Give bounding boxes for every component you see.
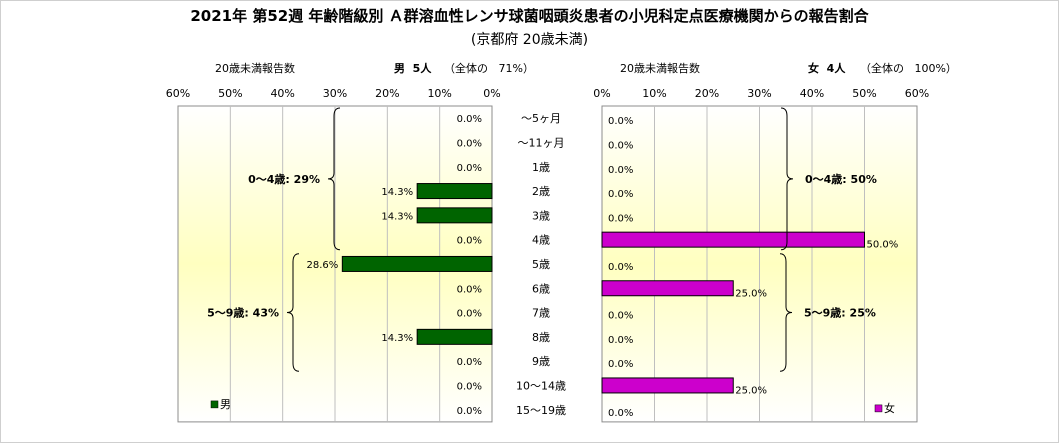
male-data-label: 0.0%	[457, 357, 482, 368]
female-data-label: 0.0%	[608, 165, 633, 176]
chart-subtitle: (京都府 20歳未満)	[470, 32, 589, 48]
female-legend-swatch	[874, 404, 883, 413]
age-category-label: 8歳	[532, 331, 550, 344]
age-category-label: 9歳	[532, 355, 550, 368]
male-bar	[416, 328, 493, 345]
female-x-tick-label: 30%	[747, 87, 771, 100]
female-range-bracket	[780, 107, 794, 251]
male-x-tick-label: 40%	[270, 87, 294, 100]
female-data-label: 0.0%	[608, 116, 633, 127]
male-bar	[341, 255, 493, 272]
male-range-annotation: 0～4歳: 29%	[248, 172, 320, 186]
female-range-annotation: 5～9歳: 25%	[804, 306, 876, 320]
male-data-label: 0.0%	[457, 406, 482, 417]
female-x-tick-label: 20%	[695, 87, 719, 100]
male-data-label: 0.0%	[457, 381, 482, 392]
female-bar	[601, 280, 734, 297]
male-bar	[416, 207, 493, 224]
male-data-label: 0.0%	[457, 163, 482, 174]
female-bar	[601, 377, 734, 394]
chart-title: 2021年 第52週 年齢階級別 Ａ群溶血性レンサ球菌咽頭炎患者の小児科定点医療…	[190, 7, 869, 25]
female-data-label: 0.0%	[608, 262, 633, 273]
age-category-label: 4歳	[532, 234, 550, 247]
male-legend-swatch	[210, 400, 219, 409]
female-data-label: 0.0%	[608, 335, 633, 346]
age-category-label: 7歳	[532, 307, 550, 320]
male-x-tick-label: 50%	[218, 87, 242, 100]
male-data-label: 14.3%	[381, 187, 413, 198]
female-data-label: 0.0%	[608, 408, 633, 419]
male-x-tick-label: 60%	[166, 87, 190, 100]
male-data-label: 0.0%	[457, 309, 482, 320]
male-data-label: 14.3%	[381, 211, 413, 222]
female-data-label: 25.0%	[735, 288, 767, 299]
male-x-tick-label: 30%	[323, 87, 347, 100]
age-category-label: 15～19歳	[516, 404, 566, 417]
male-count-label: 20歳未満報告数	[215, 62, 295, 75]
male-total: 男 5人	[394, 62, 432, 75]
age-category-label: ～5ヶ月	[521, 112, 561, 125]
male-share: （全体の 71%）	[444, 62, 534, 75]
female-x-tick-label: 60%	[905, 87, 929, 100]
age-category-label: 5歳	[532, 258, 550, 271]
male-range-annotation: 5～9歳: 43%	[207, 306, 279, 320]
female-data-label: 0.0%	[608, 140, 633, 151]
male-x-tick-label: 10%	[427, 87, 451, 100]
male-bar	[416, 183, 493, 200]
male-x-tick-label: 0%	[483, 87, 500, 100]
female-x-tick-label: 10%	[642, 87, 666, 100]
female-total: 女 4人	[808, 62, 846, 75]
age-category-label: 1歳	[532, 161, 550, 174]
male-data-label: 28.6%	[307, 260, 339, 271]
female-legend-label: 女	[884, 401, 895, 415]
female-data-label: 0.0%	[608, 189, 633, 200]
male-range-bracket	[286, 253, 300, 372]
male-data-label: 0.0%	[457, 284, 482, 295]
female-range-annotation: 0～4歳: 50%	[805, 172, 877, 186]
female-range-bracket	[779, 253, 793, 372]
male-legend-label: 男	[220, 398, 231, 411]
female-data-label: 0.0%	[608, 311, 633, 322]
female-data-label: 0.0%	[608, 359, 633, 370]
female-x-tick-label: 40%	[800, 87, 824, 100]
female-count-label: 20歳未満報告数	[620, 62, 700, 75]
male-data-label: 0.0%	[457, 236, 482, 247]
male-data-label: 14.3%	[381, 333, 413, 344]
female-data-label: 0.0%	[608, 213, 633, 224]
female-data-label: 25.0%	[735, 385, 767, 396]
male-x-tick-label: 20%	[375, 87, 399, 100]
age-category-label: 10～14歳	[516, 379, 566, 392]
male-range-bracket	[327, 107, 341, 251]
male-data-label: 0.0%	[457, 138, 482, 149]
male-data-label: 0.0%	[457, 114, 482, 125]
female-x-tick-label: 50%	[852, 87, 876, 100]
female-x-tick-label: 0%	[593, 87, 610, 100]
female-share: （全体の 100%）	[860, 62, 957, 75]
age-category-label: ～11ヶ月	[518, 136, 565, 149]
female-bar	[601, 231, 865, 248]
age-category-label: 6歳	[532, 282, 550, 295]
age-category-label: 2歳	[532, 185, 550, 198]
age-category-label: 3歳	[532, 209, 550, 222]
female-data-label: 50.0%	[867, 240, 899, 251]
